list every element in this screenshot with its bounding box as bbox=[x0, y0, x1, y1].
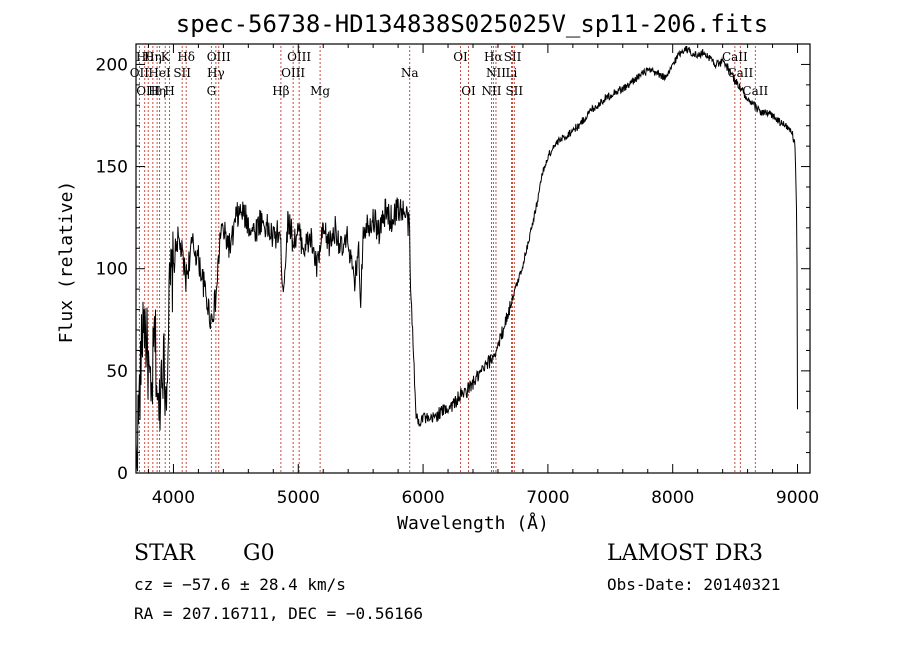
spectral-line-label: SII bbox=[504, 50, 522, 64]
spectral-line-label: HeI bbox=[148, 66, 171, 80]
object-class: STAR bbox=[134, 541, 196, 566]
spectral-line-label: H bbox=[164, 84, 174, 98]
coordinates: RA = 207.16711, DEC = −0.56166 bbox=[134, 604, 423, 623]
x-tick-label: 6000 bbox=[401, 488, 444, 508]
plot-area bbox=[135, 43, 811, 474]
spectral-line-label: NII bbox=[486, 66, 506, 80]
spectral-line-label: CaII bbox=[722, 50, 748, 64]
spectral-line-label: Hγ bbox=[207, 66, 225, 80]
spectral-line-label: NII bbox=[481, 84, 501, 98]
spectral-line-label: Hθ bbox=[136, 50, 154, 64]
x-axis-label: Wavelength (Å) bbox=[397, 512, 549, 534]
observation-date: Obs-Date: 20140321 bbox=[607, 575, 780, 594]
spectral-line-label: Li bbox=[506, 66, 518, 80]
x-tick-label: 4000 bbox=[152, 488, 195, 508]
flux-series-line bbox=[135, 45, 798, 472]
y-tick-label: 0 bbox=[117, 464, 128, 484]
spectral-line-label: OIII bbox=[207, 50, 231, 64]
spectral-line-label: Hδ bbox=[177, 50, 195, 64]
spectral-line-label: Hη bbox=[144, 50, 162, 64]
spectral-line-label: K bbox=[161, 50, 171, 64]
spectral-subclass: G0 bbox=[243, 541, 275, 566]
spectral-line-label: OIII bbox=[287, 50, 311, 64]
spectral-line-label: CaII bbox=[742, 84, 768, 98]
plot-frame bbox=[135, 43, 811, 474]
y-axis-label: Flux (relative) bbox=[56, 181, 77, 344]
y-tick-label: 100 bbox=[96, 260, 128, 280]
spectral-line-label: Hβ bbox=[272, 84, 289, 98]
redshift-velocity: cz = −57.6 ± 28.4 km/s bbox=[134, 575, 346, 594]
spectral-line-label: OI bbox=[461, 84, 476, 98]
spectral-line-label: Na bbox=[401, 66, 419, 80]
spectral-line-label: OIII bbox=[136, 84, 160, 98]
spectral-line-label: OI bbox=[453, 50, 468, 64]
y-axis-ticks: 0 50 100 150 200 bbox=[96, 55, 810, 484]
spectral-line-label: Mg bbox=[310, 84, 330, 98]
x-axis-ticks: 4000 5000 6000 7000 8000 9000 bbox=[147, 44, 819, 508]
y-tick-label: 150 bbox=[96, 158, 128, 178]
spectral-line-label: G bbox=[207, 84, 217, 98]
x-tick-label: 9000 bbox=[776, 488, 819, 508]
x-tick-label: 7000 bbox=[526, 488, 569, 508]
spectral-line-label: SII bbox=[505, 84, 523, 98]
spectral-line-label: OII bbox=[130, 66, 150, 80]
spectral-line-labels: OIIHθOIIIHηHηHeIKHSIIHδGHγOIIIHβOIIIOIII… bbox=[130, 50, 769, 98]
survey-name: LAMOST DR3 bbox=[607, 541, 763, 566]
y-tick-label: 200 bbox=[96, 55, 128, 75]
spectral-line-label: OIII bbox=[281, 66, 305, 80]
x-tick-label: 8000 bbox=[651, 488, 694, 508]
chart-title: spec-56738-HD134838S025025V_sp11-206.fit… bbox=[176, 10, 768, 38]
x-tick-label: 5000 bbox=[277, 488, 320, 508]
spectral-line-label: Hα bbox=[484, 50, 503, 64]
y-tick-label: 50 bbox=[106, 362, 128, 382]
spectral-line-label: SII bbox=[173, 66, 191, 80]
spectral-line-label: Hη bbox=[148, 84, 166, 98]
